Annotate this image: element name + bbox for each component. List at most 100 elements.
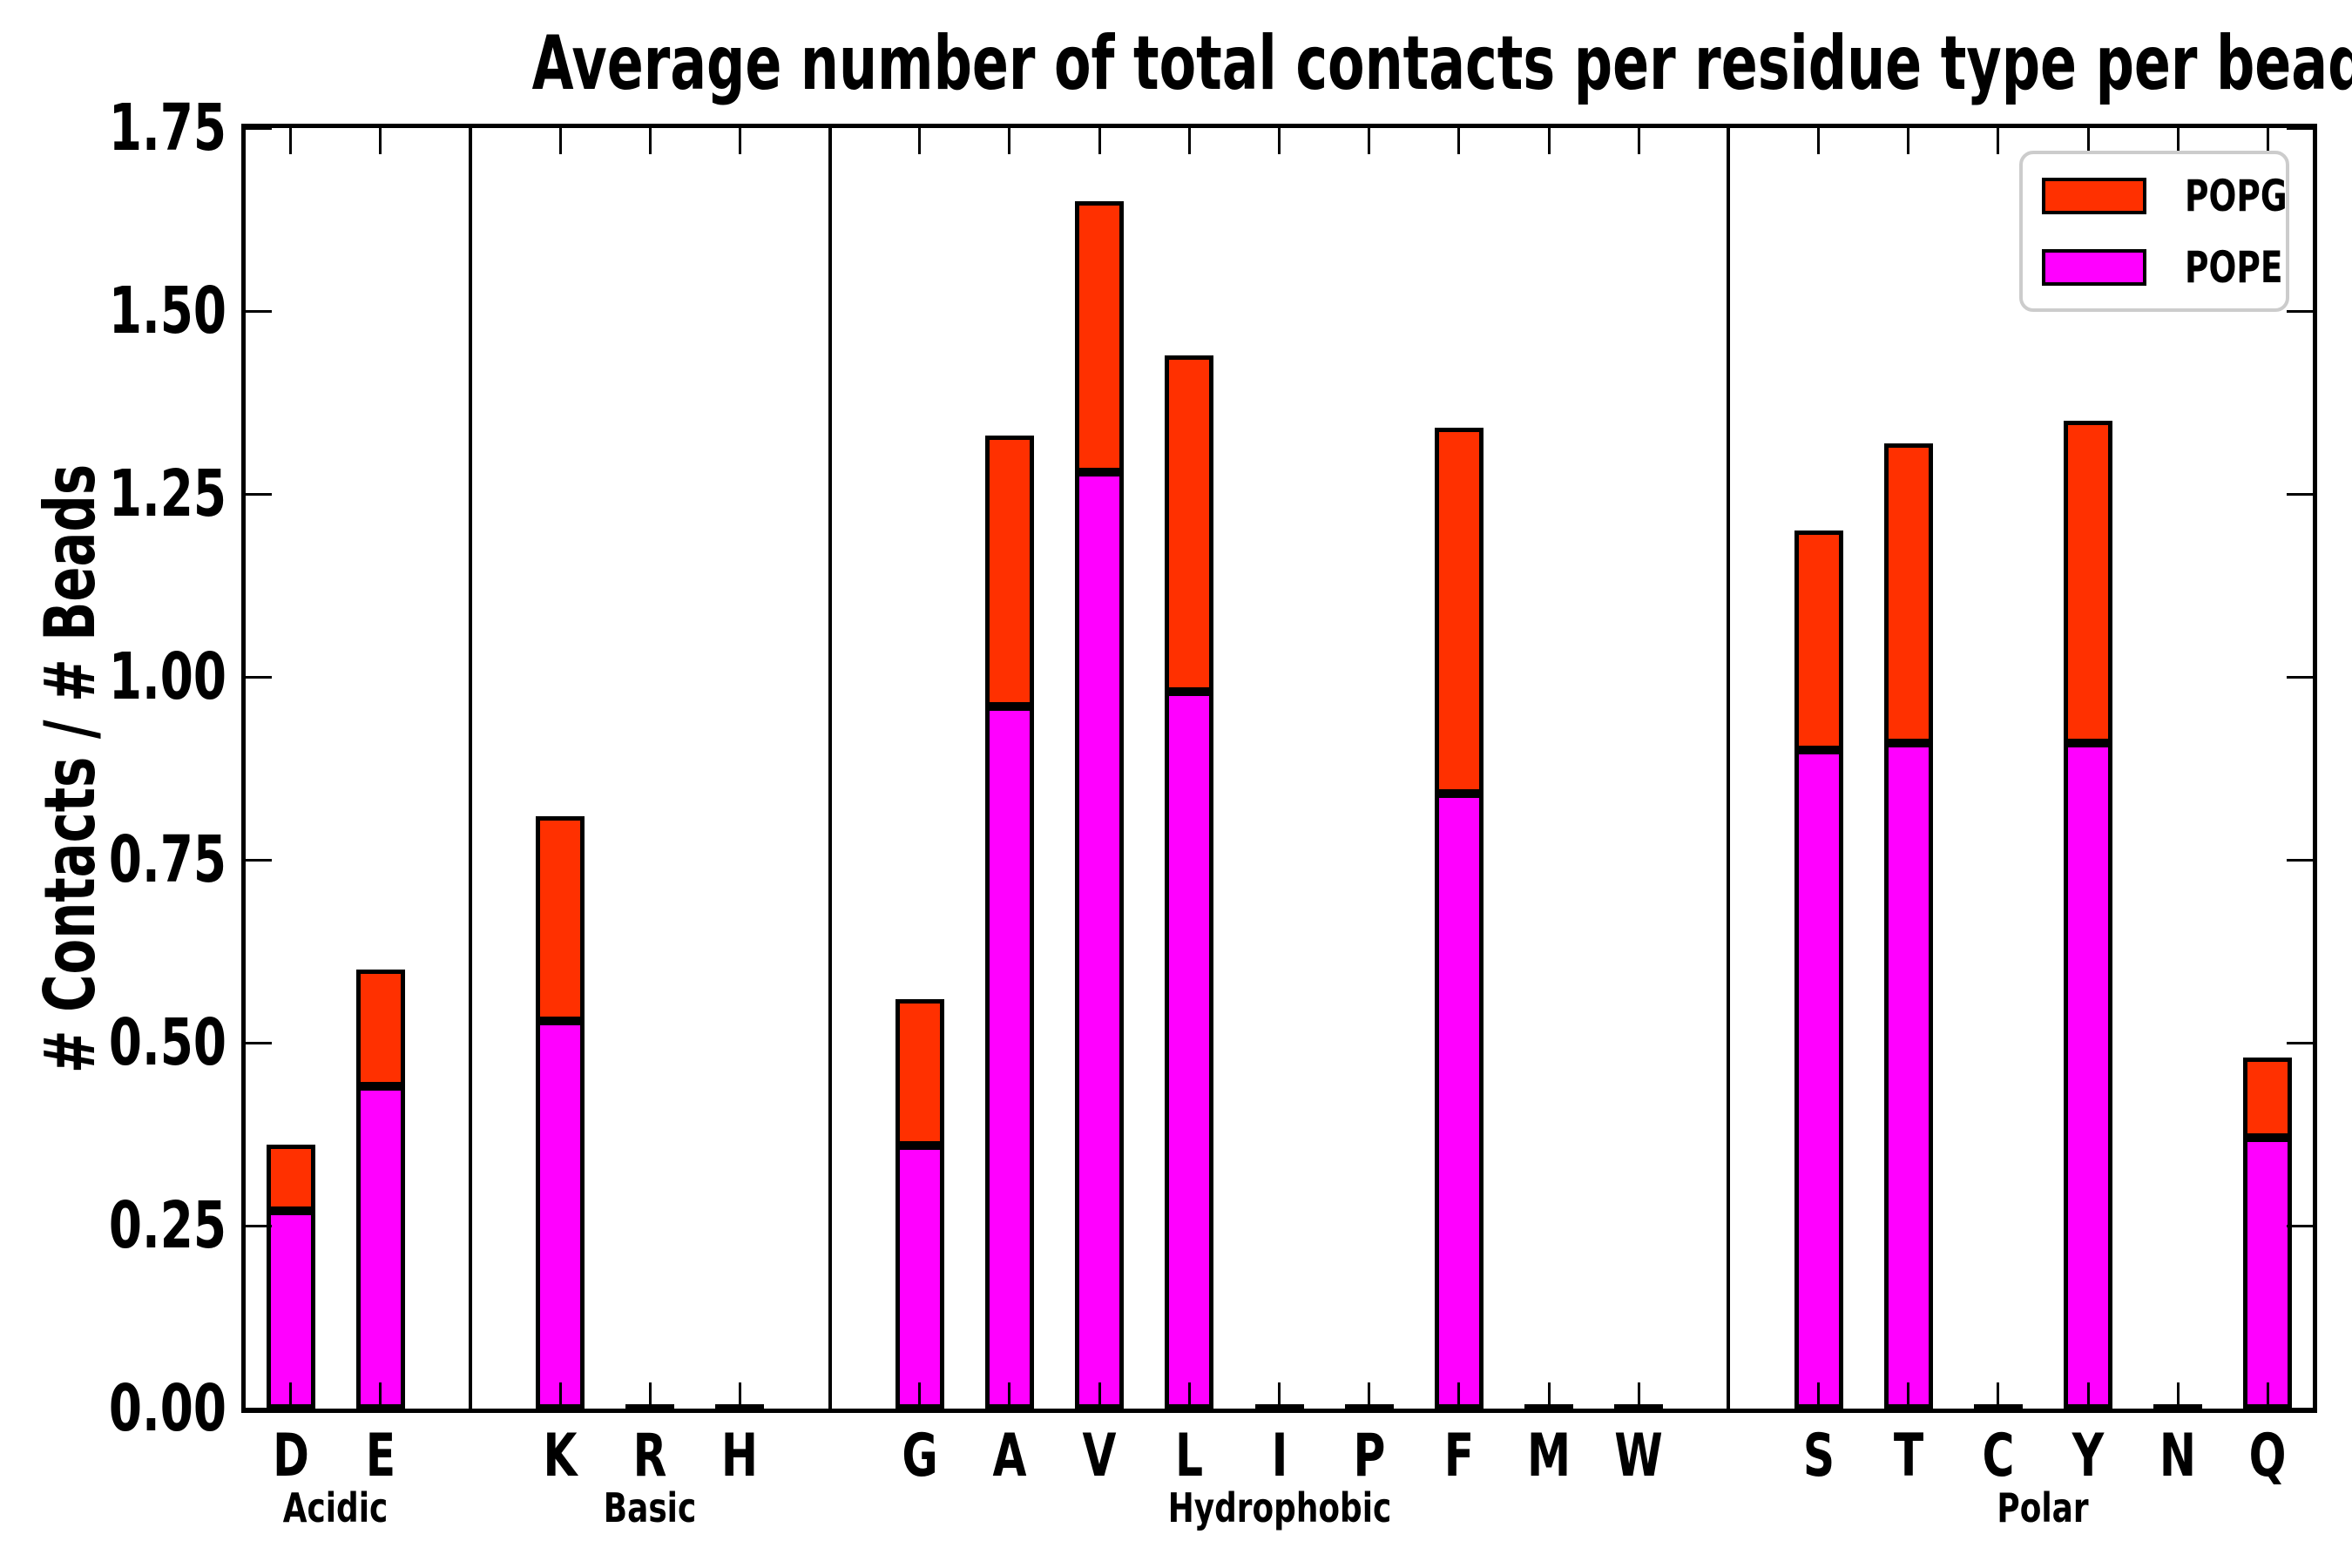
y-axis-tick-right: [2287, 1041, 2313, 1044]
bar-segment-popg: [895, 999, 944, 1146]
x-axis-tick-top: [1907, 128, 1910, 154]
group-divider: [468, 128, 472, 1409]
y-axis-tick-right: [2287, 675, 2313, 679]
bar-segment-popg: [1434, 428, 1484, 794]
x-axis-tick-bottom: [1457, 1382, 1461, 1409]
residue-label: V: [1082, 1422, 1117, 1490]
x-axis-tick-bottom: [1187, 1382, 1191, 1409]
y-axis-tick-right: [2287, 1407, 2313, 1410]
x-axis-tick-bottom: [289, 1382, 293, 1409]
y-tick-label: 1.50: [108, 274, 226, 348]
x-axis-tick-bottom: [379, 1382, 382, 1409]
residue-label: R: [632, 1422, 667, 1490]
x-axis-tick-top: [1368, 128, 1371, 154]
x-axis-tick-bottom: [1817, 1382, 1821, 1409]
x-axis-tick-bottom: [1368, 1382, 1371, 1409]
y-axis-tick: [246, 858, 272, 862]
bar-segment-pope: [266, 1211, 315, 1409]
x-axis-tick-top: [1997, 128, 2000, 154]
y-axis-tick: [246, 309, 272, 313]
y-tick-label: 0.00: [108, 1371, 226, 1446]
legend-label-pope: POPE: [2185, 241, 2283, 293]
y-tick-label: 0.50: [108, 1005, 226, 1080]
x-axis-tick-bottom: [1278, 1382, 1281, 1409]
x-axis-tick-top: [379, 128, 382, 154]
x-axis-tick-bottom: [738, 1382, 741, 1409]
x-axis-tick-top: [918, 128, 922, 154]
y-axis-tick-right: [2287, 309, 2313, 313]
residue-label: P: [1353, 1422, 1386, 1490]
residue-label: W: [1614, 1422, 1663, 1490]
legend-item-popg: POPG: [2042, 171, 2288, 221]
x-axis-tick-bottom: [2086, 1382, 2090, 1409]
x-axis-tick-top: [1817, 128, 1821, 154]
legend-item-pope: POPE: [2042, 242, 2286, 293]
bar-segment-popg: [266, 1145, 315, 1211]
bar-segment-popg: [536, 816, 585, 1021]
x-axis-tick-bottom: [828, 1382, 832, 1409]
y-tick-label: 0.25: [108, 1188, 226, 1263]
x-axis-tick-bottom: [1907, 1382, 1910, 1409]
y-tick-label: 1.25: [108, 456, 226, 531]
bar-segment-popg: [355, 970, 405, 1086]
y-axis-tick: [246, 1041, 272, 1044]
y-axis-tick: [246, 1224, 272, 1227]
x-axis-tick-top: [1278, 128, 1281, 154]
residue-label: C: [1982, 1422, 2015, 1490]
x-axis-tick-top: [1547, 128, 1551, 154]
x-axis-tick-top: [1727, 128, 1730, 154]
x-axis-tick-top: [2086, 128, 2090, 154]
x-axis-tick-bottom: [2176, 1382, 2180, 1409]
residue-label: T: [1893, 1422, 1923, 1490]
residue-label: L: [1175, 1422, 1204, 1490]
residue-label: N: [2159, 1422, 2197, 1490]
y-tick-label: 1.75: [108, 91, 226, 166]
x-axis-tick-bottom: [1547, 1382, 1551, 1409]
residue-label: S: [1802, 1422, 1835, 1490]
bar-segment-pope: [355, 1086, 405, 1409]
y-axis-tick-right: [2287, 492, 2313, 496]
x-axis-tick-top: [1637, 128, 1640, 154]
y-axis-tick: [246, 492, 272, 496]
bar-segment-popg: [1794, 531, 1843, 750]
bar-segment-popg: [2243, 1058, 2293, 1138]
x-axis-tick-top: [558, 128, 562, 154]
bar-segment-pope: [2064, 743, 2113, 1409]
x-axis-tick-bottom: [1997, 1382, 2000, 1409]
y-tick-label: 1.00: [108, 639, 226, 714]
x-axis-tick-top: [289, 128, 293, 154]
bar-segment-pope: [895, 1146, 944, 1409]
x-axis-tick-top: [1187, 128, 1191, 154]
residue-label: I: [1271, 1422, 1288, 1490]
x-axis-tick-bottom: [469, 1382, 472, 1409]
y-tick-label: 0.75: [108, 822, 226, 897]
residue-label: G: [902, 1422, 938, 1490]
y-axis-tick: [246, 126, 272, 130]
y-axis-tick-right: [2287, 126, 2313, 130]
plot-area: [241, 124, 2317, 1413]
x-axis-tick-top: [2176, 128, 2180, 154]
residue-label: A: [992, 1422, 1027, 1490]
x-axis-tick-bottom: [1727, 1382, 1730, 1409]
bar-segment-popg: [1883, 443, 1933, 743]
y-axis-label: # Contacts / # Beads: [29, 463, 111, 1073]
bar-segment-pope: [1434, 794, 1484, 1409]
pope-swatch: [2042, 248, 2146, 286]
group-divider: [828, 128, 832, 1409]
x-axis-tick-top: [1098, 128, 1101, 154]
bar-segment-popg: [1165, 355, 1214, 692]
group-divider: [1727, 128, 1731, 1409]
residue-label: H: [721, 1422, 759, 1490]
y-axis-tick-right: [2287, 1224, 2313, 1227]
residue-label: M: [1526, 1422, 1571, 1490]
y-axis-tick: [246, 1407, 272, 1410]
bar-segment-pope: [1075, 472, 1125, 1409]
x-axis-tick-top: [469, 128, 472, 154]
x-axis-tick-top: [2266, 128, 2269, 154]
chart-title: Average number of total contacts per res…: [531, 20, 2352, 107]
x-axis-tick-bottom: [1008, 1382, 1011, 1409]
y-axis-tick: [246, 675, 272, 679]
residue-label: E: [365, 1422, 395, 1490]
residue-label: D: [272, 1422, 309, 1490]
